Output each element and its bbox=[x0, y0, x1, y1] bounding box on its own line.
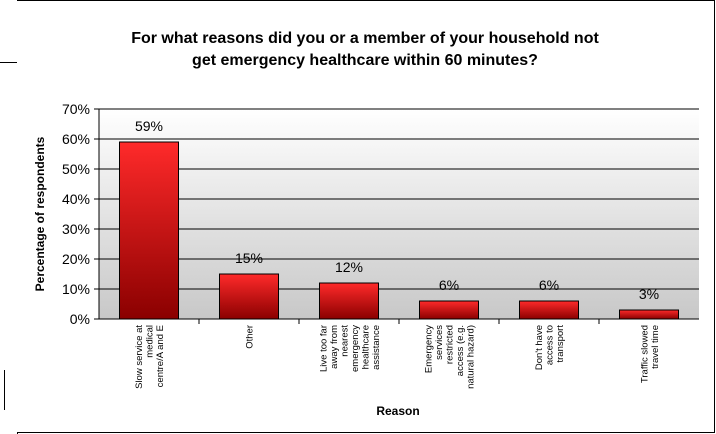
category-label-line: medical bbox=[145, 325, 156, 358]
y-tick-label: 0% bbox=[70, 311, 90, 327]
category-label-line: Don't have bbox=[534, 325, 545, 370]
category-label-line: travel time bbox=[650, 325, 661, 369]
category-label-line: Live too far bbox=[318, 325, 329, 372]
bar bbox=[319, 282, 379, 320]
category-label-line: access to bbox=[545, 325, 556, 365]
category-label-line: away from bbox=[329, 325, 340, 369]
category-label-line: emergency bbox=[350, 325, 361, 372]
category-label: Emergencyservicesrestrictedaccess (e.g.n… bbox=[424, 325, 477, 389]
category-label-line: nearest bbox=[339, 325, 350, 357]
category-label-line: Slow service at bbox=[134, 325, 145, 389]
axes bbox=[94, 108, 699, 324]
adjacent-panel-divider bbox=[0, 0, 17, 63]
category-label-line: Traffic slowed bbox=[639, 325, 650, 383]
y-tick-label: 70% bbox=[62, 101, 90, 117]
chart-title: For what reasons did you or a member of … bbox=[60, 28, 670, 72]
data-label: 15% bbox=[235, 250, 263, 266]
data-label: 59% bbox=[135, 118, 163, 134]
y-tick-label: 50% bbox=[62, 161, 90, 177]
y-tick-label: 10% bbox=[62, 281, 90, 297]
category-label: Other bbox=[245, 325, 256, 349]
category-label: Traffic slowedtravel time bbox=[639, 325, 661, 383]
y-axis-title: Percentage of respondents bbox=[33, 136, 47, 291]
gridlines bbox=[99, 108, 699, 290]
bar bbox=[419, 300, 479, 320]
y-tick-label: 60% bbox=[62, 131, 90, 147]
bar bbox=[219, 273, 279, 320]
category-label-line: assistance bbox=[371, 325, 382, 370]
category-label-line: transport bbox=[555, 325, 566, 363]
bar bbox=[119, 141, 179, 320]
category-label-line: restricted bbox=[445, 325, 456, 364]
category-label-line: Other bbox=[245, 325, 256, 349]
labels: 0% 10% 20% 30% 40% 50% 60% 70% 59% Slow service a… bbox=[62, 101, 661, 389]
chart-title-line-2: get emergency healthcare within 60 minut… bbox=[192, 52, 538, 69]
x-axis-title: Reason bbox=[376, 404, 419, 418]
category-label-line: centre/A and E bbox=[155, 325, 166, 387]
y-tick-label: 30% bbox=[62, 221, 90, 237]
bar bbox=[619, 309, 679, 320]
category-label-line: services bbox=[434, 325, 445, 360]
adjacent-panel-marker bbox=[0, 370, 5, 410]
bars bbox=[119, 141, 679, 320]
data-label: 6% bbox=[539, 277, 559, 293]
category-label-line: healthcare bbox=[360, 325, 371, 369]
data-label: 6% bbox=[439, 277, 459, 293]
y-tick-label: 20% bbox=[62, 251, 90, 267]
data-label: 3% bbox=[639, 286, 659, 302]
category-label: Live too faraway fromnearestemergencyhea… bbox=[318, 325, 382, 372]
y-tick-label: 40% bbox=[62, 191, 90, 207]
category-label-line: access (e.g. bbox=[455, 325, 466, 376]
category-label-line: Emergency bbox=[424, 325, 435, 373]
data-label: 12% bbox=[335, 259, 363, 275]
chart-title-line-1: For what reasons did you or a member of … bbox=[131, 30, 599, 47]
category-label: Don't haveaccess totransport bbox=[534, 325, 566, 370]
category-label: Slow service atmedicalcentre/A and E bbox=[134, 325, 166, 389]
category-label-line: natural hazard) bbox=[466, 325, 477, 389]
plot-area bbox=[99, 109, 699, 319]
bar bbox=[519, 300, 579, 320]
